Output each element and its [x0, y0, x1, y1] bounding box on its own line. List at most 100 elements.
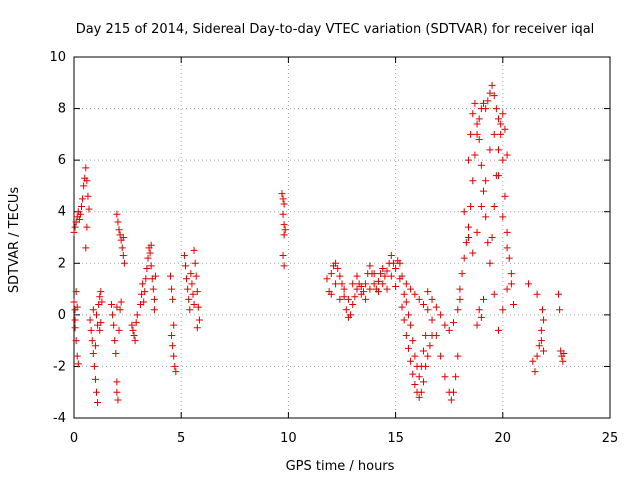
y-tick-label: 0 [58, 308, 66, 323]
data-point [471, 151, 479, 159]
data-point [183, 275, 191, 283]
data-point [86, 316, 94, 324]
data-point [540, 347, 548, 355]
data-point [353, 272, 361, 280]
data-point [89, 306, 97, 314]
data-point [113, 210, 121, 218]
data-point [347, 311, 355, 319]
data-point [72, 288, 80, 296]
data-point [475, 115, 483, 123]
data-point [507, 270, 515, 278]
data-point [482, 213, 490, 221]
data-point [473, 228, 481, 236]
y-tick-label: 2 [58, 256, 66, 271]
data-point [419, 378, 427, 386]
data-point [475, 136, 483, 144]
data-point [338, 280, 346, 288]
data-point [194, 303, 202, 311]
x-axis-label: GPS time / hours [286, 459, 395, 474]
data-point [556, 306, 564, 314]
data-point [480, 99, 488, 107]
data-point [503, 151, 511, 159]
data-point [462, 239, 470, 247]
data-point [111, 337, 119, 345]
data-point [71, 316, 79, 324]
data-point [415, 373, 423, 381]
data-point [402, 280, 410, 288]
data-point [495, 115, 503, 123]
data-point [424, 306, 432, 314]
data-point [497, 130, 505, 138]
data-point [537, 337, 545, 345]
data-point [531, 368, 539, 376]
data-point [503, 285, 511, 293]
data-point [407, 357, 415, 365]
data-point [407, 285, 415, 293]
data-point [118, 244, 126, 252]
data-point [83, 223, 91, 231]
data-point [74, 360, 82, 368]
data-point [142, 275, 150, 283]
data-point [351, 293, 359, 301]
data-point [503, 244, 511, 252]
data-point [458, 270, 466, 278]
data-point [119, 252, 127, 260]
data-point [85, 205, 93, 213]
data-point [71, 223, 79, 231]
data-point [411, 290, 419, 298]
data-point [488, 81, 496, 89]
x-tick-label: 15 [387, 431, 404, 446]
data-point [535, 342, 543, 350]
data-point [79, 195, 87, 203]
data-point [73, 303, 81, 311]
data-point [471, 99, 479, 107]
data-point [469, 110, 477, 118]
y-tick-label: 8 [58, 102, 66, 117]
data-point [467, 203, 475, 211]
data-point [486, 259, 494, 267]
data-point [411, 352, 419, 360]
data-point [482, 105, 490, 113]
data-point [428, 295, 436, 303]
data-point [188, 280, 196, 288]
data-point [387, 252, 395, 260]
data-point [94, 399, 102, 407]
data-point [169, 342, 177, 350]
data-point [96, 293, 104, 301]
data-point [280, 221, 288, 229]
data-point [362, 295, 370, 303]
data-point [426, 342, 434, 350]
data-point [119, 234, 127, 241]
data-point [409, 370, 417, 378]
data-point [419, 301, 427, 309]
data-point [133, 311, 141, 319]
data-point [170, 352, 178, 360]
data-point [72, 337, 80, 345]
data-point [499, 306, 507, 314]
x-tick-label: 0 [70, 431, 78, 446]
data-point [396, 259, 404, 267]
data-point [490, 290, 498, 298]
x-tick-label: 10 [280, 431, 297, 446]
x-tick-label: 25 [602, 431, 619, 446]
data-point [379, 264, 387, 272]
data-point [149, 285, 157, 293]
data-point [370, 270, 378, 278]
data-point [411, 380, 419, 388]
data-point [507, 280, 515, 288]
data-point [327, 290, 335, 298]
data-point [189, 290, 197, 298]
data-point [473, 321, 481, 329]
data-point [374, 288, 382, 296]
data-point [486, 146, 494, 154]
data-point [460, 208, 468, 216]
data-point [146, 249, 154, 257]
data-point [353, 285, 361, 293]
plot-frame [73, 56, 611, 419]
data-point [279, 210, 287, 218]
data-point [140, 298, 148, 306]
data-point [437, 311, 445, 319]
data-point [166, 272, 174, 280]
data-point [387, 272, 395, 280]
data-point [83, 177, 91, 185]
